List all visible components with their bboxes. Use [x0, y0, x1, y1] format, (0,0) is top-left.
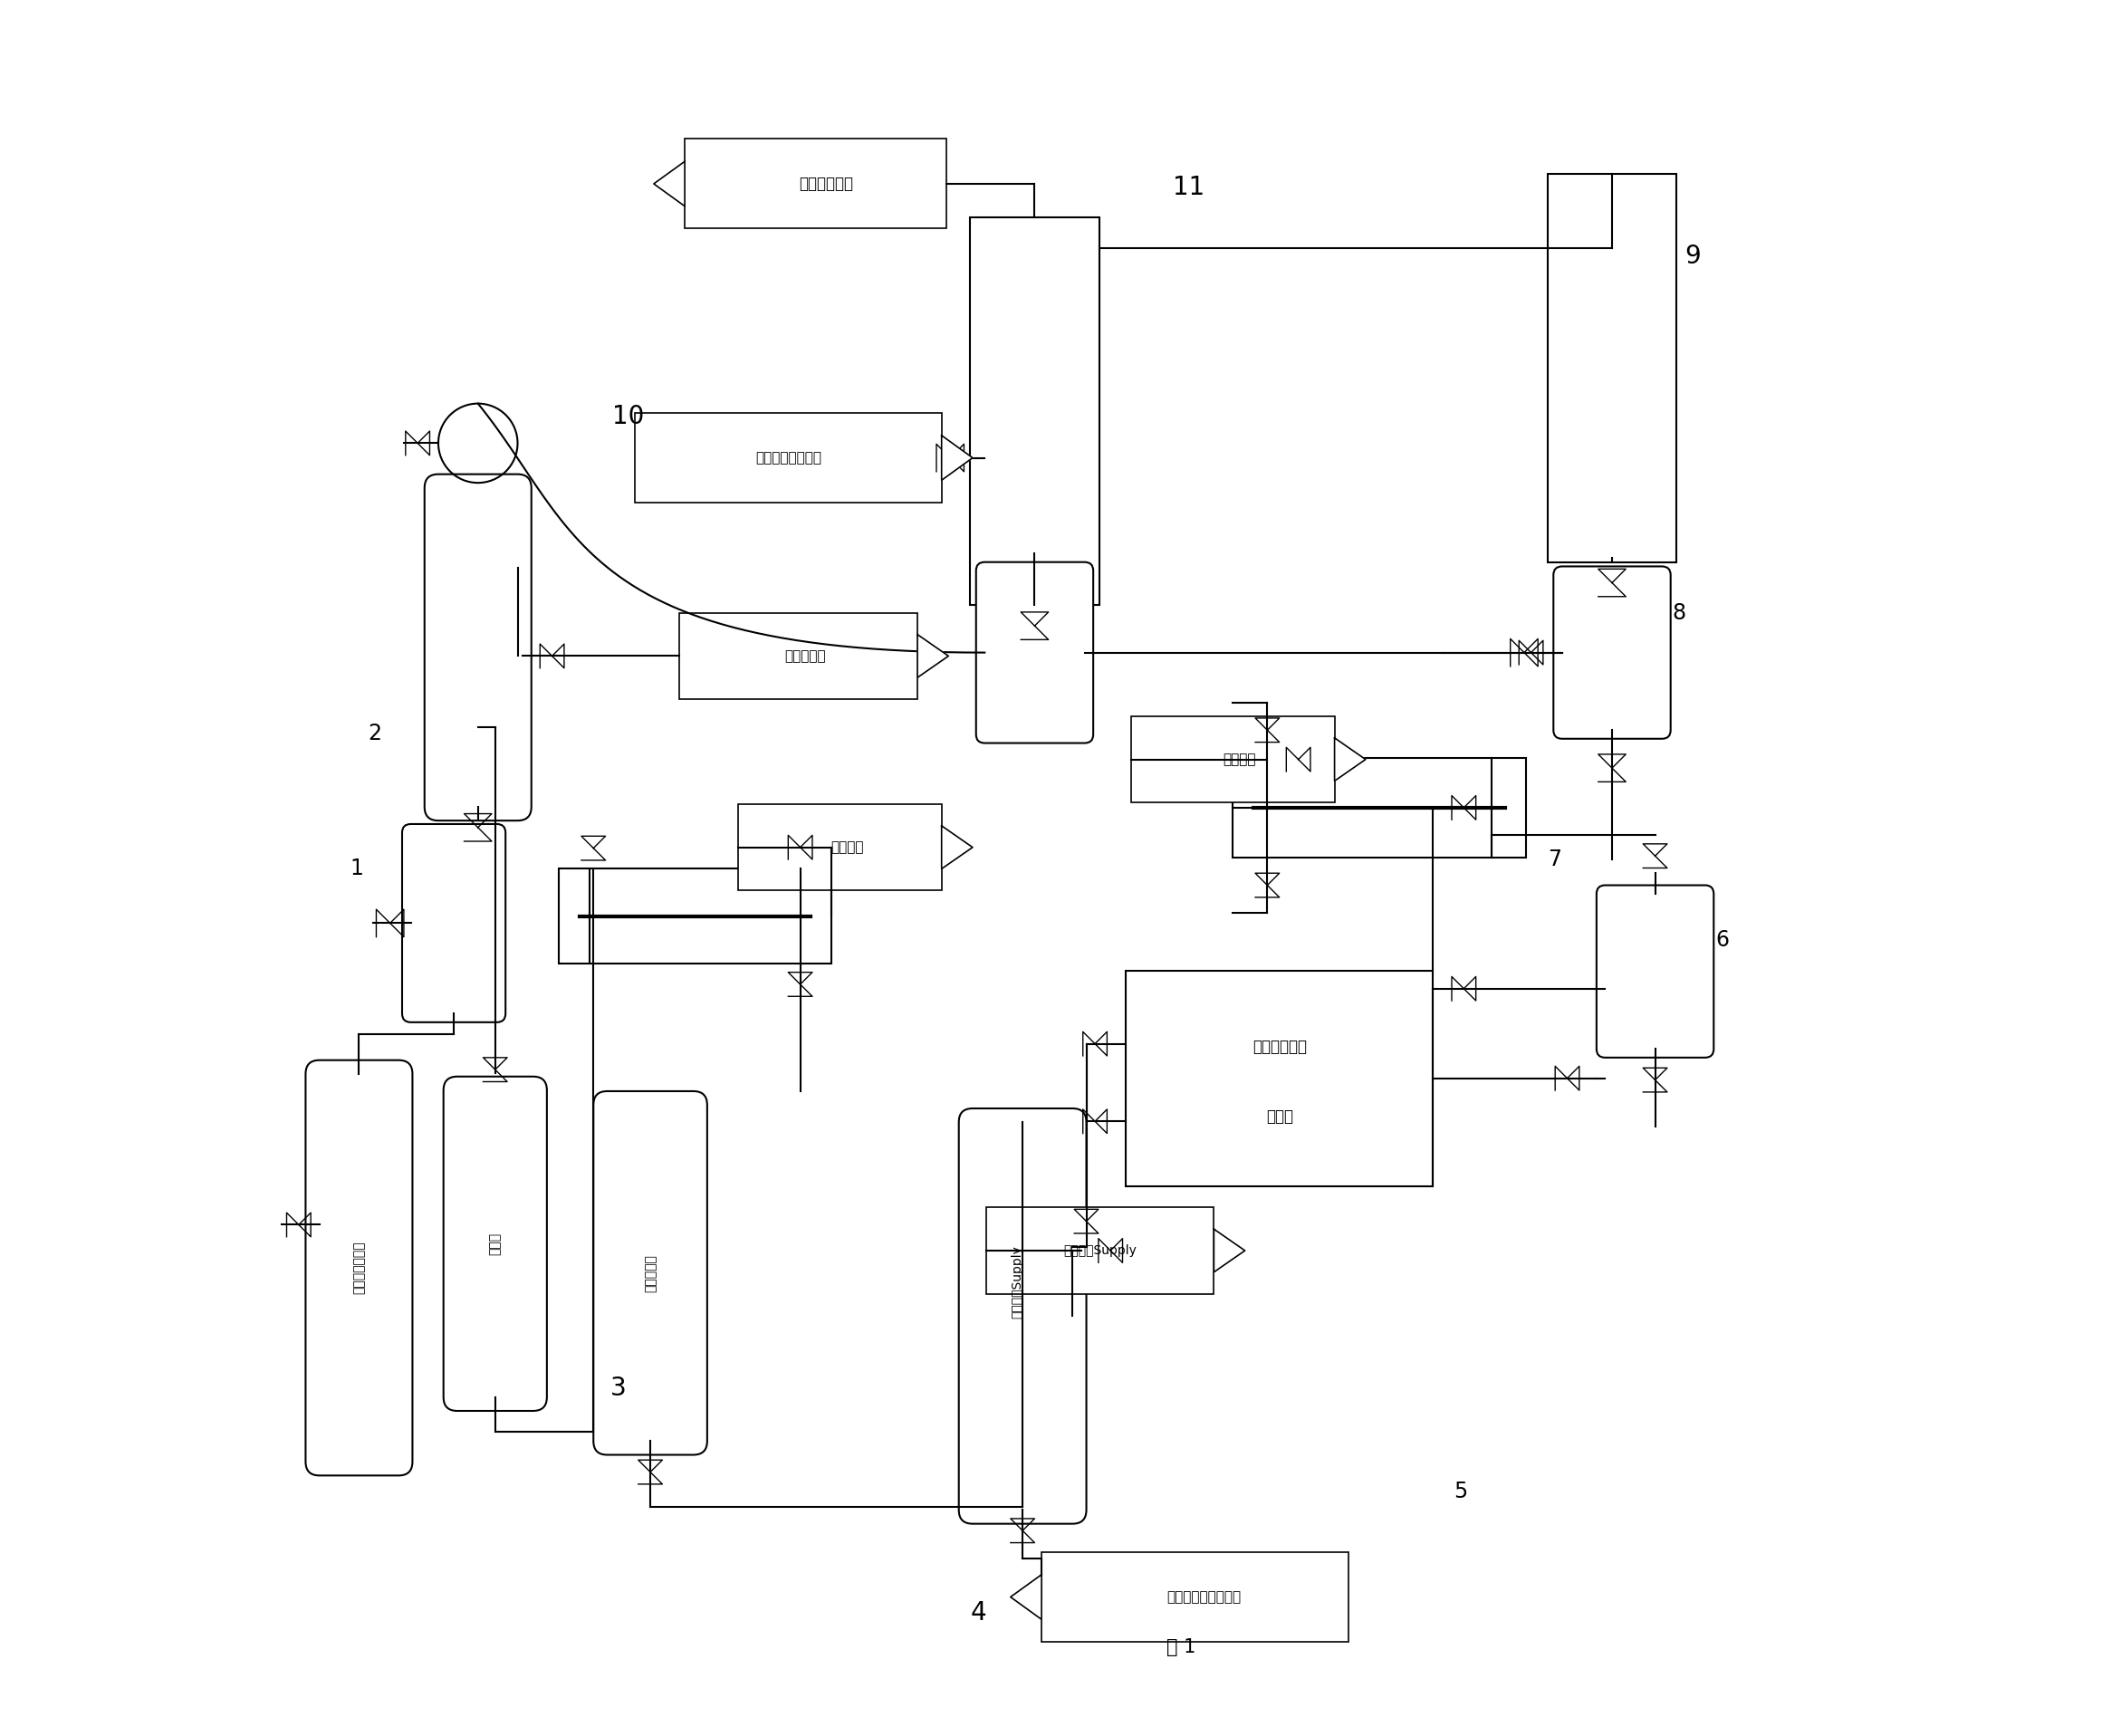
- Text: 11: 11: [1173, 175, 1205, 200]
- Bar: [1041, 1552, 1349, 1642]
- Text: 4: 4: [971, 1601, 986, 1625]
- Text: 还原反应系统: 还原反应系统: [1251, 1040, 1307, 1055]
- Bar: [685, 139, 946, 229]
- Text: 图 1: 图 1: [1167, 1639, 1196, 1656]
- FancyBboxPatch shape: [305, 1061, 411, 1476]
- Text: 冷媒介质Supply: 冷媒介质Supply: [1012, 1245, 1024, 1318]
- Text: 7: 7: [1548, 849, 1561, 870]
- Text: 冷媒介质Supply: 冷媒介质Supply: [1063, 1245, 1137, 1257]
- Polygon shape: [1010, 1575, 1041, 1620]
- FancyBboxPatch shape: [443, 1076, 547, 1411]
- Polygon shape: [1334, 738, 1366, 781]
- Bar: [1232, 757, 1525, 858]
- Text: 去精馏装置提纯生产: 去精馏装置提纯生产: [1167, 1590, 1241, 1604]
- Bar: [1130, 717, 1334, 802]
- Text: 9: 9: [1684, 243, 1701, 269]
- Bar: [679, 613, 918, 700]
- Text: 冷凝液: 冷凝液: [488, 1233, 501, 1255]
- Text: 局气回收系统氢气: 局气回收系统氢气: [755, 451, 821, 465]
- Bar: [560, 868, 831, 963]
- Text: 5: 5: [1453, 1481, 1468, 1503]
- Polygon shape: [942, 826, 974, 868]
- FancyBboxPatch shape: [403, 825, 505, 1023]
- Text: 还原反应系统: 还原反应系统: [800, 175, 853, 193]
- Text: 冷凝液接受: 冷凝液接受: [645, 1253, 658, 1292]
- Polygon shape: [918, 634, 948, 677]
- Text: 8: 8: [1671, 602, 1686, 623]
- Text: 的尾气: 的尾气: [1266, 1108, 1294, 1125]
- Polygon shape: [1213, 1229, 1245, 1272]
- Text: 冰冻水回水: 冰冻水回水: [785, 649, 825, 663]
- Text: 冷媒介质: 冷媒介质: [829, 840, 863, 854]
- Polygon shape: [942, 436, 974, 481]
- FancyBboxPatch shape: [1553, 566, 1671, 740]
- FancyBboxPatch shape: [976, 562, 1092, 743]
- Text: 6: 6: [1716, 929, 1729, 951]
- FancyBboxPatch shape: [594, 1092, 706, 1455]
- Bar: [634, 413, 942, 503]
- Text: 2: 2: [367, 722, 382, 745]
- FancyBboxPatch shape: [959, 1108, 1086, 1524]
- FancyBboxPatch shape: [1597, 885, 1714, 1057]
- Bar: [1126, 970, 1434, 1186]
- Text: 冷媒介质: 冷媒介质: [1224, 753, 1256, 766]
- Bar: [1548, 174, 1678, 562]
- Text: 精馏装置来尾气: 精馏装置来尾气: [352, 1241, 365, 1295]
- Bar: [986, 1208, 1213, 1293]
- Bar: [969, 217, 1099, 606]
- Text: 1: 1: [350, 858, 365, 878]
- Text: 10: 10: [613, 404, 645, 429]
- Bar: [738, 804, 942, 891]
- Text: 3: 3: [611, 1377, 626, 1401]
- Polygon shape: [653, 161, 685, 207]
- FancyBboxPatch shape: [424, 474, 532, 821]
